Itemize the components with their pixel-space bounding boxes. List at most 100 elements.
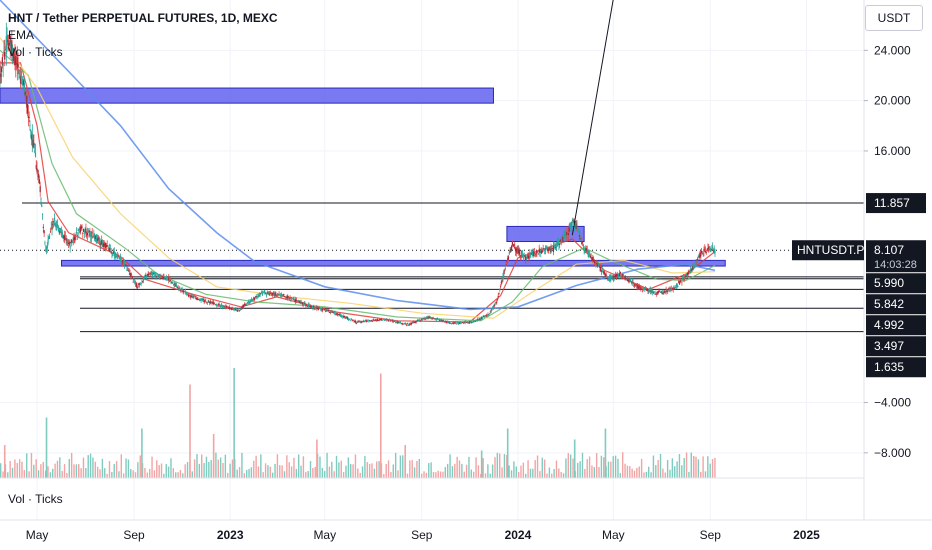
candle-body: [139, 283, 141, 285]
candle-body: [630, 280, 632, 282]
candle-body: [639, 286, 641, 289]
candle-body: [543, 248, 545, 250]
candle-body: [559, 239, 562, 242]
candle-body: [466, 322, 469, 324]
ema-indicator-label[interactable]: EMA: [8, 28, 35, 42]
candle-body: [355, 322, 357, 324]
volume-bar: [30, 452, 33, 478]
candle-body: [298, 301, 300, 303]
candle-body: [323, 308, 325, 311]
price-tick-label: −4.000: [874, 396, 911, 410]
candle-body: [491, 309, 493, 311]
candle-body: [527, 254, 529, 259]
candle-body: [377, 319, 379, 321]
volume-bar: [489, 473, 491, 478]
candle-body: [440, 320, 443, 321]
volume-bar: [45, 417, 48, 478]
candle-body: [172, 281, 174, 283]
volume-bar: [629, 466, 631, 478]
candle-body: [458, 322, 461, 324]
candle-body: [570, 222, 573, 230]
volume-bar: [127, 459, 130, 478]
candle-body: [146, 274, 149, 276]
candle-body: [405, 323, 407, 325]
candle-body: [226, 306, 228, 308]
volume-bar: [49, 472, 52, 478]
candle-body: [548, 247, 551, 250]
volume-bar: [248, 468, 250, 478]
candle-body: [184, 291, 186, 293]
candle-body: [624, 275, 626, 279]
candle-body: [231, 307, 233, 310]
volume-bar: [167, 466, 170, 478]
candle-body: [607, 278, 609, 280]
candle-body: [227, 307, 229, 309]
candle-body: [33, 143, 35, 145]
candle-body: [77, 230, 79, 232]
currency-selector[interactable]: USDT: [865, 5, 923, 31]
candle-body: [59, 231, 61, 233]
volume-pane-label[interactable]: Vol · Ticks: [8, 492, 63, 506]
candle-body: [430, 317, 432, 319]
volume-bar: [134, 472, 137, 478]
candle-body: [15, 63, 18, 65]
candle-body: [365, 320, 368, 322]
candle-body: [239, 310, 241, 311]
candle-body: [115, 255, 117, 258]
candle-body: [468, 322, 470, 324]
candle-body: [500, 281, 502, 284]
candle-body: [605, 274, 607, 276]
candle-body: [330, 311, 332, 313]
candle-body: [369, 320, 372, 322]
candle-body: [358, 321, 360, 323]
candle-body: [155, 274, 157, 277]
candle-body: [404, 322, 406, 325]
volume-bar: [662, 468, 664, 478]
candle-body: [314, 308, 316, 310]
volume-bar: [468, 456, 470, 478]
candle-body: [229, 307, 231, 309]
candle-body: [360, 321, 362, 323]
candle-body: [133, 279, 135, 281]
volume-bar: [47, 466, 49, 478]
candle-body: [275, 293, 277, 295]
candle-body: [299, 301, 301, 302]
volume-bar: [442, 471, 444, 478]
candle-body: [147, 273, 149, 276]
volume-bars: [0, 368, 716, 478]
candle-body: [168, 281, 171, 283]
volume-bar: [151, 456, 153, 478]
candle-body: [696, 259, 698, 261]
candle-body: [460, 322, 462, 324]
candle-body: [362, 321, 365, 322]
candle-body: [64, 235, 66, 241]
candle-body: [535, 253, 537, 255]
chart-legend: HNT / Tether PERPETUAL FUTURES, 1D, MEXC…: [8, 10, 278, 61]
volume-bar: [11, 467, 14, 478]
candle-body: [109, 248, 111, 250]
candle-body: [18, 73, 20, 74]
candle-body: [489, 311, 491, 313]
volume-indicator-label[interactable]: Vol · Ticks: [8, 45, 63, 59]
candle-body: [48, 236, 50, 240]
volume-bar: [555, 460, 558, 478]
candle-body: [271, 293, 273, 295]
candle-body: [510, 248, 512, 252]
candle-body: [679, 280, 681, 283]
volume-bar: [420, 473, 423, 478]
volume-bar: [165, 464, 167, 478]
candle-body: [163, 276, 165, 278]
candle-body: [654, 294, 656, 295]
candle-body: [161, 276, 163, 278]
candle-body: [474, 320, 476, 322]
candle-body: [712, 250, 715, 253]
candle-body: [399, 322, 401, 324]
candle-body: [482, 316, 484, 318]
volume-bar: [714, 457, 716, 478]
symbol-title[interactable]: HNT / Tether PERPETUAL FUTURES, 1D, MEXC: [8, 11, 278, 25]
volume-bar: [18, 459, 21, 478]
candle-body: [371, 321, 373, 322]
candle-body: [45, 249, 47, 251]
volume-bar: [26, 453, 28, 478]
